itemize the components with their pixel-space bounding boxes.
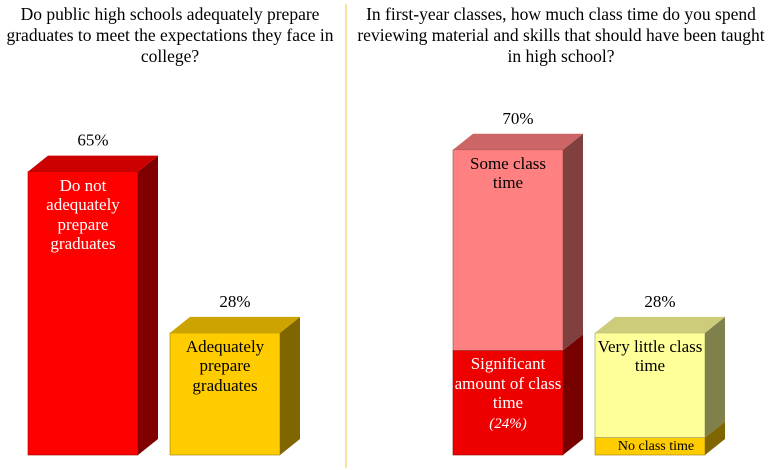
bar-front — [27, 171, 139, 456]
segment-label: Significant amount of class time (24%) — [453, 354, 563, 433]
bar-front — [169, 332, 281, 456]
category-label: Do not adequately prepare graduates — [28, 176, 138, 254]
bar-top — [595, 316, 725, 333]
segment-label-text: Very little class time — [597, 336, 703, 376]
chart-title: Do public high schools adequately prepar… — [0, 4, 340, 67]
bar-side — [138, 155, 158, 455]
segment-label-text: No class time — [617, 438, 695, 454]
value-label: 28% — [219, 292, 250, 311]
category-label-text: Do not adequately prepare graduates — [46, 175, 120, 254]
bar-top — [453, 133, 583, 150]
chart-title-box: In first-year classes, how much class ti… — [350, 4, 772, 67]
bar-top — [170, 316, 300, 333]
bar-front — [452, 350, 564, 456]
segment-label: Some class time — [453, 154, 563, 193]
category-label-box: Adequately prepare graduates — [170, 337, 280, 396]
segment-label-box: Very little class time — [595, 337, 705, 376]
segment-label-box: Significant amount of class time (24%) — [453, 354, 563, 433]
segment-label-text: Significant amount of class time — [454, 354, 562, 413]
category-label-text: Adequately prepare graduates — [185, 336, 265, 395]
segment-label: No class time — [591, 438, 721, 455]
bar-side — [563, 133, 583, 351]
segment-label-text: Some class time — [469, 153, 547, 193]
chart-title-text: In first-year classes, how much class ti… — [357, 4, 765, 66]
bar-side — [705, 316, 725, 438]
bar-front — [452, 149, 564, 351]
total-label: 28% — [644, 292, 675, 311]
segment-label-box: Some class time — [453, 154, 563, 193]
chart-title-text: Do public high schools adequately prepar… — [6, 4, 334, 66]
bar-side — [705, 421, 725, 455]
segment-label-box: No class time — [591, 438, 721, 455]
category-label: Adequately prepare graduates — [170, 337, 280, 396]
chart-title: In first-year classes, how much class ti… — [350, 4, 772, 67]
value-label: 65% — [77, 131, 108, 150]
chart-title-box: Do public high schools adequately prepar… — [0, 4, 340, 67]
segment-value-label: (24%) — [489, 416, 527, 432]
total-label: 70% — [502, 109, 533, 128]
bar-side — [563, 334, 583, 455]
bar-top — [28, 155, 158, 172]
category-label-box: Do not adequately prepare graduates — [28, 176, 138, 254]
bar-side — [280, 316, 300, 455]
segment-label: Very little class time — [595, 337, 705, 376]
